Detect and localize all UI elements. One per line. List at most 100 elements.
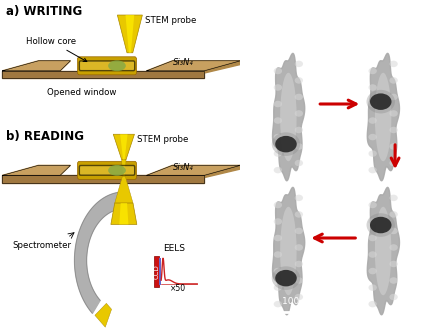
- Ellipse shape: [374, 207, 390, 295]
- Ellipse shape: [273, 150, 281, 157]
- Ellipse shape: [389, 195, 397, 201]
- Ellipse shape: [294, 244, 302, 251]
- Ellipse shape: [294, 94, 302, 100]
- Ellipse shape: [294, 110, 302, 117]
- Text: CCD: CCD: [153, 264, 159, 279]
- Polygon shape: [95, 303, 111, 327]
- Text: STEM probe: STEM probe: [144, 16, 196, 25]
- Polygon shape: [114, 176, 133, 203]
- Polygon shape: [121, 160, 126, 176]
- Ellipse shape: [108, 60, 126, 71]
- Ellipse shape: [368, 101, 376, 107]
- FancyBboxPatch shape: [79, 61, 134, 71]
- Polygon shape: [146, 165, 240, 175]
- Ellipse shape: [389, 94, 397, 100]
- Ellipse shape: [389, 211, 397, 218]
- Ellipse shape: [374, 73, 390, 161]
- Ellipse shape: [273, 268, 281, 274]
- Ellipse shape: [294, 61, 302, 67]
- FancyBboxPatch shape: [77, 161, 136, 179]
- Ellipse shape: [273, 284, 281, 291]
- Ellipse shape: [368, 68, 376, 74]
- Polygon shape: [366, 187, 399, 315]
- Ellipse shape: [368, 117, 376, 124]
- Ellipse shape: [389, 127, 397, 133]
- Polygon shape: [119, 203, 128, 224]
- Ellipse shape: [389, 277, 397, 284]
- Ellipse shape: [294, 277, 302, 284]
- Ellipse shape: [294, 211, 302, 218]
- Ellipse shape: [273, 117, 281, 124]
- Ellipse shape: [275, 136, 296, 152]
- Text: (3): (3): [392, 186, 405, 195]
- Text: c): c): [246, 6, 257, 16]
- Text: (2): (2): [392, 52, 405, 61]
- Text: (1): (1): [301, 52, 314, 61]
- Ellipse shape: [368, 301, 376, 307]
- Text: STEM probe: STEM probe: [137, 135, 188, 144]
- Ellipse shape: [273, 101, 281, 107]
- Ellipse shape: [368, 134, 376, 140]
- Ellipse shape: [273, 84, 281, 91]
- Polygon shape: [3, 71, 204, 78]
- Ellipse shape: [294, 261, 302, 267]
- Ellipse shape: [368, 150, 376, 157]
- Polygon shape: [111, 203, 137, 224]
- Polygon shape: [146, 61, 240, 71]
- Ellipse shape: [389, 160, 397, 166]
- Polygon shape: [120, 134, 127, 160]
- Ellipse shape: [273, 218, 281, 225]
- Text: ×50: ×50: [169, 284, 185, 293]
- Ellipse shape: [366, 213, 394, 237]
- Ellipse shape: [108, 165, 126, 176]
- Bar: [158, 258, 160, 285]
- FancyBboxPatch shape: [79, 165, 134, 175]
- Polygon shape: [74, 192, 127, 313]
- Ellipse shape: [294, 143, 302, 150]
- Ellipse shape: [294, 294, 302, 300]
- Ellipse shape: [280, 207, 296, 295]
- Polygon shape: [117, 15, 142, 53]
- Text: (4): (4): [301, 186, 314, 195]
- Ellipse shape: [294, 228, 302, 234]
- Ellipse shape: [271, 266, 300, 290]
- Ellipse shape: [368, 84, 376, 91]
- Ellipse shape: [294, 127, 302, 133]
- Polygon shape: [366, 53, 399, 181]
- Text: Si₃N₄: Si₃N₄: [173, 163, 194, 172]
- Polygon shape: [204, 165, 240, 178]
- Ellipse shape: [273, 167, 281, 173]
- Ellipse shape: [273, 68, 281, 74]
- Ellipse shape: [368, 218, 376, 225]
- Polygon shape: [204, 61, 240, 73]
- Ellipse shape: [280, 73, 296, 161]
- Ellipse shape: [366, 90, 394, 114]
- Ellipse shape: [273, 301, 281, 307]
- Text: Hollow core: Hollow core: [26, 37, 86, 61]
- FancyBboxPatch shape: [77, 57, 136, 75]
- Polygon shape: [125, 15, 134, 53]
- Bar: [154, 256, 158, 287]
- Polygon shape: [272, 187, 304, 315]
- Ellipse shape: [389, 261, 397, 267]
- Text: 100 nm: 100 nm: [281, 297, 316, 306]
- Text: EELS: EELS: [163, 244, 185, 253]
- Ellipse shape: [389, 110, 397, 117]
- Polygon shape: [113, 134, 134, 160]
- Ellipse shape: [273, 251, 281, 258]
- Ellipse shape: [389, 77, 397, 84]
- Ellipse shape: [368, 268, 376, 274]
- Ellipse shape: [368, 251, 376, 258]
- Ellipse shape: [368, 235, 376, 241]
- Ellipse shape: [368, 167, 376, 173]
- Ellipse shape: [389, 61, 397, 67]
- Ellipse shape: [294, 77, 302, 84]
- Text: b) READING: b) READING: [6, 130, 84, 143]
- Ellipse shape: [369, 94, 390, 110]
- Ellipse shape: [273, 202, 281, 208]
- Ellipse shape: [389, 143, 397, 150]
- Ellipse shape: [368, 284, 376, 291]
- Ellipse shape: [389, 228, 397, 234]
- Ellipse shape: [273, 235, 281, 241]
- Text: Spectrometer: Spectrometer: [12, 241, 71, 250]
